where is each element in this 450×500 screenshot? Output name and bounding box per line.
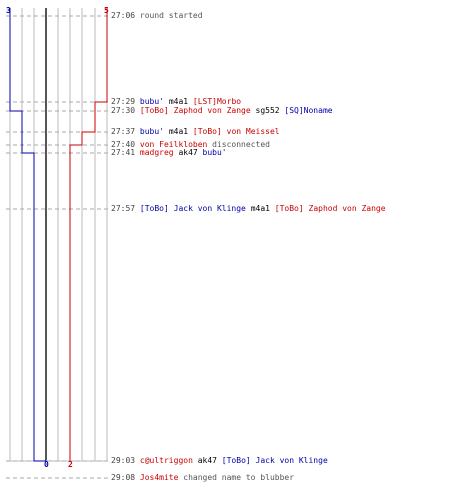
- event-part: von Feilkloben: [139, 140, 208, 149]
- event-time: 27:29: [111, 97, 140, 106]
- event-part: sg552: [250, 106, 285, 115]
- event-part: [ToBo] Zaphod von Zange: [139, 106, 251, 115]
- event-row: 27:40 von Feilkloben disconnected: [111, 140, 270, 150]
- event-time: 27:57: [111, 204, 140, 213]
- event-part: madgreg: [139, 148, 174, 157]
- event-part: bubu': [202, 148, 227, 157]
- red-end-count: 2: [68, 460, 73, 469]
- event-part: bubu': [139, 127, 164, 136]
- blue-start-count: 3: [6, 6, 11, 15]
- blue-team-alive-line: [9, 8, 46, 462]
- event-row: 27:57 [ToBo] Jack von Klinge m4a1 [ToBo]…: [111, 204, 386, 214]
- red-start-count: 5: [104, 6, 109, 15]
- event-part: [ToBo] Jack von Klinge: [139, 204, 246, 213]
- event-part: c@ultriggon: [139, 456, 193, 465]
- event-part: [SQ]Noname: [284, 106, 333, 115]
- event-row: 29:08 Jos4mite changed name to blubber: [111, 473, 294, 483]
- event-part: [ToBo] von Meissel: [192, 127, 280, 136]
- event-part: ak47: [173, 148, 203, 157]
- red-team-alive-line: [69, 8, 108, 461]
- event-time: 27:41: [111, 148, 140, 157]
- event-part: [LST]Morbo: [192, 97, 242, 106]
- event-part: [ToBo] Jack von Klinge: [221, 456, 328, 465]
- event-time: 27:06: [111, 11, 140, 20]
- event-time: 27:37: [111, 127, 140, 136]
- event-row: 27:29 bubu' m4a1 [LST]Morbo: [111, 97, 241, 107]
- event-part: ak47: [192, 456, 222, 465]
- blue-end-count: 0: [44, 460, 49, 469]
- event-part: m4a1: [245, 204, 275, 213]
- event-part: Jos4mite: [139, 473, 179, 482]
- event-row: 27:37 bubu' m4a1 [ToBo] von Meissel: [111, 127, 280, 137]
- event-row: 27:30 [ToBo] Zaphod von Zange sg552 [SQ]…: [111, 106, 333, 116]
- event-row: 27:41 madgreg ak47 bubu': [111, 148, 227, 158]
- event-row: 29:03 c@ultriggon ak47 [ToBo] Jack von K…: [111, 456, 328, 466]
- timeline-grid: [9, 8, 108, 462]
- event-time: 29:08: [111, 473, 140, 482]
- event-part: changed name to blubber: [178, 473, 295, 482]
- event-part: [ToBo] Zaphod von Zange: [274, 204, 386, 213]
- event-time: 29:03: [111, 456, 140, 465]
- event-time: 27:40: [111, 140, 140, 149]
- event-part: m4a1: [164, 97, 193, 106]
- event-row: 27:06 round started: [111, 11, 203, 21]
- event-time: 27:30: [111, 106, 140, 115]
- event-part: bubu': [139, 97, 164, 106]
- event-part: round started: [139, 11, 203, 20]
- event-part: m4a1: [164, 127, 193, 136]
- event-part: disconnected: [207, 140, 270, 149]
